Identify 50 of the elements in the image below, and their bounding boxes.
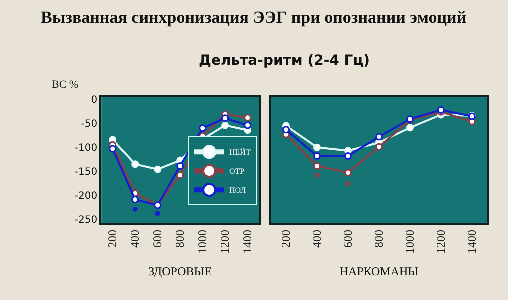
point: [314, 172, 320, 178]
point: [346, 181, 351, 186]
y-tick-label: -100: [74, 143, 98, 154]
legend-label: ПОЛ: [230, 186, 247, 196]
point: [282, 126, 290, 134]
point: [313, 162, 321, 170]
x-tick-label: 400: [128, 230, 142, 248]
point: [313, 144, 321, 152]
x-tick-label: 200: [106, 230, 120, 248]
chart-subtitle: Дельта-ритм (2-4 Гц): [199, 53, 370, 69]
point: [344, 169, 352, 177]
x-tick-label: 200: [279, 230, 294, 248]
point: [154, 166, 162, 174]
point: [375, 143, 383, 151]
point: [176, 172, 184, 180]
point: [199, 124, 207, 132]
point: [313, 152, 321, 160]
x-tick-label: 1400: [465, 230, 480, 254]
x-tick-label: 1000: [196, 230, 210, 254]
x-tick-label: 800: [372, 230, 386, 248]
y-axis-title: BC %: [52, 79, 79, 91]
x-tick-label: 400: [310, 230, 324, 248]
y-tick-label: -200: [74, 190, 98, 202]
legend-label: ОТР: [230, 167, 246, 176]
x-axis-title: НАРКОМАНЫ: [340, 264, 420, 278]
x-axis-title: ЗДОРОВЫЕ: [148, 264, 212, 278]
x-tick-label: 1400: [240, 230, 255, 254]
x-tick-label: 1200: [434, 230, 448, 254]
point: [244, 122, 252, 130]
x-tick-label: 600: [150, 230, 165, 248]
x-tick-label: 1000: [403, 230, 418, 254]
point: [344, 152, 352, 160]
point: [176, 162, 184, 170]
y-tick-label: 0: [91, 95, 98, 106]
point: [109, 145, 117, 153]
y-tick-label: -250: [74, 214, 98, 226]
y-tick-label: -150: [74, 167, 98, 178]
point: [132, 160, 140, 168]
legend-label: НЕЙТ: [230, 148, 251, 158]
x-tick-label: 600: [341, 230, 356, 248]
point: [244, 114, 252, 122]
point: [406, 124, 414, 132]
chart-title: Вызванная синхронизация ЭЭГ при опознании эмоций: [41, 8, 467, 27]
point: [222, 122, 230, 130]
x-tick-label: 800: [173, 230, 188, 248]
y-tick-label: -50: [81, 119, 98, 130]
point: [375, 133, 383, 141]
x-tick-label: 1200: [218, 230, 232, 254]
point: [132, 196, 140, 204]
point: [222, 114, 230, 122]
